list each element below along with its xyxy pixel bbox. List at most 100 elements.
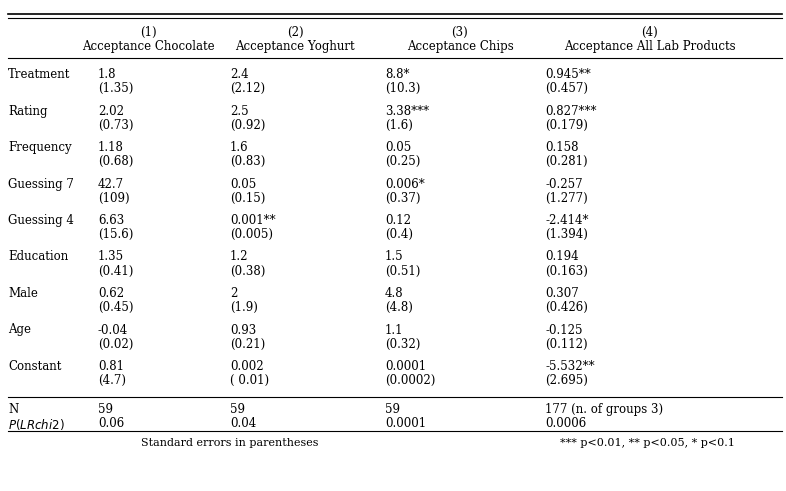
Text: *** p<0.01, ** p<0.05, * p<0.1: *** p<0.01, ** p<0.05, * p<0.1 bbox=[560, 438, 735, 448]
Text: (0.51): (0.51) bbox=[385, 265, 421, 277]
Text: Age: Age bbox=[8, 324, 31, 336]
Text: 0.194: 0.194 bbox=[545, 250, 578, 264]
Text: 59: 59 bbox=[98, 403, 113, 416]
Text: 2: 2 bbox=[230, 287, 237, 300]
Text: (4.7): (4.7) bbox=[98, 374, 126, 387]
Text: (0.179): (0.179) bbox=[545, 118, 588, 132]
Text: (0.426): (0.426) bbox=[545, 301, 588, 314]
Text: (0.25): (0.25) bbox=[385, 155, 421, 168]
Text: Education: Education bbox=[8, 250, 68, 264]
Text: 1.1: 1.1 bbox=[385, 324, 403, 336]
Text: Constant: Constant bbox=[8, 360, 61, 373]
Text: (0.02): (0.02) bbox=[98, 337, 134, 351]
Text: (0.45): (0.45) bbox=[98, 301, 134, 314]
Text: -0.04: -0.04 bbox=[98, 324, 128, 336]
Text: 0.158: 0.158 bbox=[545, 141, 578, 154]
Text: (0.0002): (0.0002) bbox=[385, 374, 435, 387]
Text: (1.394): (1.394) bbox=[545, 228, 588, 241]
Text: 177 (n. of groups 3): 177 (n. of groups 3) bbox=[545, 403, 663, 416]
Text: (0.37): (0.37) bbox=[385, 191, 421, 204]
Text: (10.3): (10.3) bbox=[385, 82, 421, 95]
Text: N: N bbox=[8, 403, 18, 416]
Text: 0.93: 0.93 bbox=[230, 324, 256, 336]
Text: Standard errors in parentheses: Standard errors in parentheses bbox=[141, 438, 319, 448]
Text: Rating: Rating bbox=[8, 105, 47, 117]
Text: (0.281): (0.281) bbox=[545, 155, 588, 168]
Text: -0.257: -0.257 bbox=[545, 178, 582, 191]
Text: (1.35): (1.35) bbox=[98, 82, 134, 95]
Text: (0.4): (0.4) bbox=[385, 228, 413, 241]
Text: 4.8: 4.8 bbox=[385, 287, 404, 300]
Text: Acceptance Yoghurt: Acceptance Yoghurt bbox=[235, 40, 354, 53]
Text: 59: 59 bbox=[385, 403, 400, 416]
Text: 1.2: 1.2 bbox=[230, 250, 248, 264]
Text: 1.6: 1.6 bbox=[230, 141, 248, 154]
Text: $P(LRchi2)$: $P(LRchi2)$ bbox=[8, 417, 64, 432]
Text: 1.35: 1.35 bbox=[98, 250, 124, 264]
Text: 1.8: 1.8 bbox=[98, 68, 116, 81]
Text: Acceptance All Lab Products: Acceptance All Lab Products bbox=[564, 40, 736, 53]
Text: 1.5: 1.5 bbox=[385, 250, 404, 264]
Text: (1.277): (1.277) bbox=[545, 191, 588, 204]
Text: 1.18: 1.18 bbox=[98, 141, 124, 154]
Text: 0.81: 0.81 bbox=[98, 360, 124, 373]
Text: 6.63: 6.63 bbox=[98, 214, 124, 227]
Text: (4): (4) bbox=[641, 26, 659, 39]
Text: 0.307: 0.307 bbox=[545, 287, 578, 300]
Text: 0.002: 0.002 bbox=[230, 360, 263, 373]
Text: (0.92): (0.92) bbox=[230, 118, 266, 132]
Text: (15.6): (15.6) bbox=[98, 228, 134, 241]
Text: 0.0001: 0.0001 bbox=[385, 360, 426, 373]
Text: Acceptance Chocolate: Acceptance Chocolate bbox=[82, 40, 215, 53]
Text: 0.006*: 0.006* bbox=[385, 178, 424, 191]
Text: 2.5: 2.5 bbox=[230, 105, 248, 117]
Text: (1.9): (1.9) bbox=[230, 301, 258, 314]
Text: Acceptance Chips: Acceptance Chips bbox=[406, 40, 513, 53]
Text: 59: 59 bbox=[230, 403, 245, 416]
Text: 0.0001: 0.0001 bbox=[385, 417, 426, 430]
Text: 2.4: 2.4 bbox=[230, 68, 248, 81]
Text: 8.8*: 8.8* bbox=[385, 68, 410, 81]
Text: (2.12): (2.12) bbox=[230, 82, 265, 95]
Text: Treatment: Treatment bbox=[8, 68, 71, 81]
Text: 0.04: 0.04 bbox=[230, 417, 256, 430]
Text: (0.15): (0.15) bbox=[230, 191, 266, 204]
Text: ( 0.01): ( 0.01) bbox=[230, 374, 269, 387]
Text: (1): (1) bbox=[140, 26, 156, 39]
Text: 2.02: 2.02 bbox=[98, 105, 124, 117]
Text: Frequency: Frequency bbox=[8, 141, 72, 154]
Text: 0.827***: 0.827*** bbox=[545, 105, 597, 117]
Text: (1.6): (1.6) bbox=[385, 118, 413, 132]
Text: -0.125: -0.125 bbox=[545, 324, 582, 336]
Text: (0.112): (0.112) bbox=[545, 337, 588, 351]
Text: (0.83): (0.83) bbox=[230, 155, 266, 168]
Text: (4.8): (4.8) bbox=[385, 301, 413, 314]
Text: Male: Male bbox=[8, 287, 38, 300]
Text: (0.41): (0.41) bbox=[98, 265, 134, 277]
Text: -2.414*: -2.414* bbox=[545, 214, 589, 227]
Text: (0.457): (0.457) bbox=[545, 82, 588, 95]
Text: 0.05: 0.05 bbox=[385, 141, 411, 154]
Text: -5.532**: -5.532** bbox=[545, 360, 595, 373]
Text: (0.38): (0.38) bbox=[230, 265, 266, 277]
Text: 0.945**: 0.945** bbox=[545, 68, 591, 81]
Text: 0.001**: 0.001** bbox=[230, 214, 276, 227]
Text: 0.62: 0.62 bbox=[98, 287, 124, 300]
Text: 0.12: 0.12 bbox=[385, 214, 411, 227]
Text: Guessing 7: Guessing 7 bbox=[8, 178, 74, 191]
Text: 0.06: 0.06 bbox=[98, 417, 124, 430]
Text: 42.7: 42.7 bbox=[98, 178, 124, 191]
Text: (0.32): (0.32) bbox=[385, 337, 421, 351]
Text: 3.38***: 3.38*** bbox=[385, 105, 429, 117]
Text: (3): (3) bbox=[452, 26, 468, 39]
Text: 0.0006: 0.0006 bbox=[545, 417, 586, 430]
Text: 0.05: 0.05 bbox=[230, 178, 256, 191]
Text: (2): (2) bbox=[287, 26, 303, 39]
Text: (0.005): (0.005) bbox=[230, 228, 273, 241]
Text: (0.68): (0.68) bbox=[98, 155, 134, 168]
Text: (0.73): (0.73) bbox=[98, 118, 134, 132]
Text: (2.695): (2.695) bbox=[545, 374, 588, 387]
Text: (0.21): (0.21) bbox=[230, 337, 265, 351]
Text: (109): (109) bbox=[98, 191, 130, 204]
Text: Guessing 4: Guessing 4 bbox=[8, 214, 74, 227]
